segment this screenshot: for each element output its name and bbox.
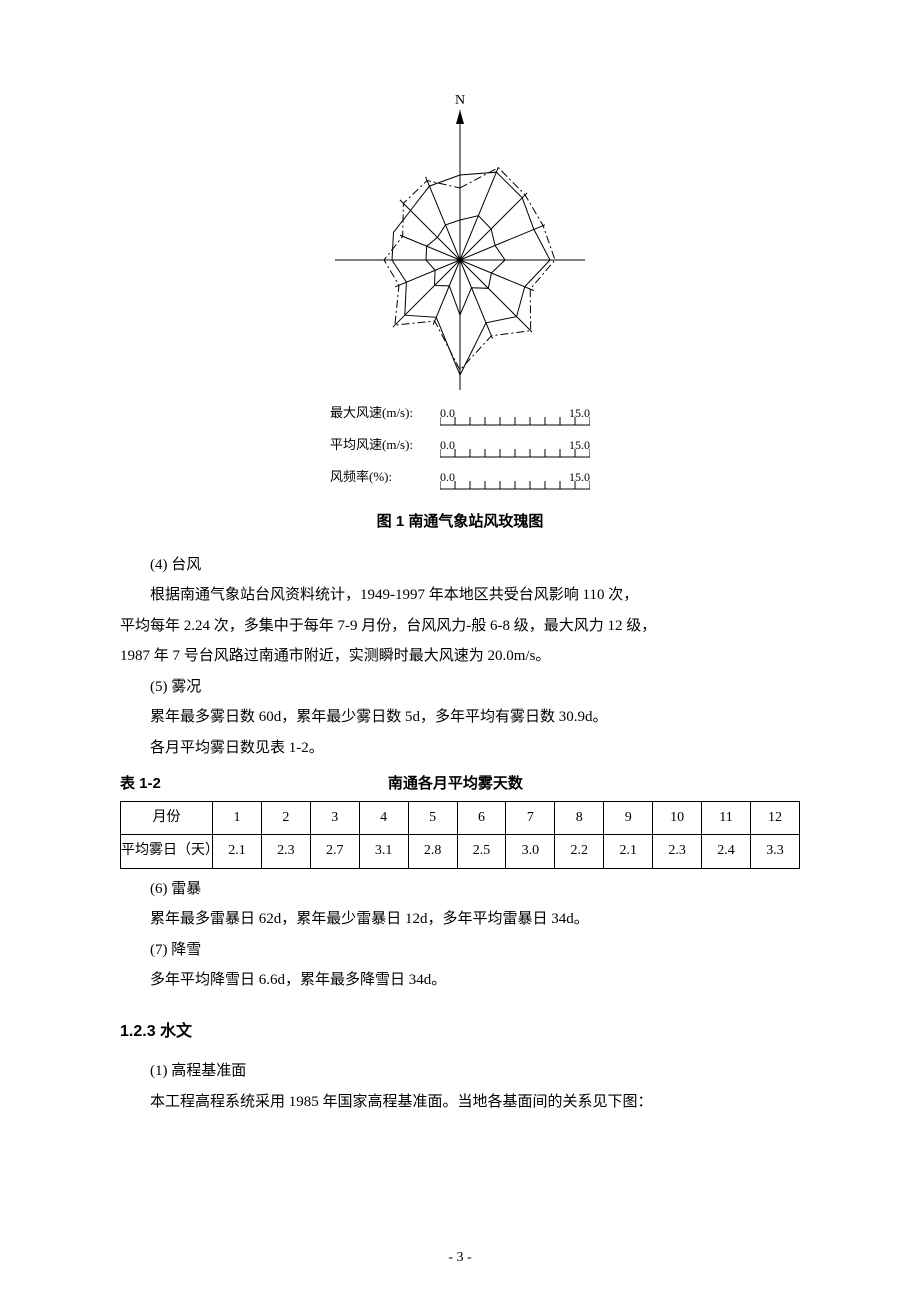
legend-row: 平均风速(m/s):0.015.0 [330, 432, 590, 460]
table-cell: 3.0 [506, 835, 555, 869]
table-cell: 2.3 [653, 835, 702, 869]
table-cell: 2.3 [261, 835, 310, 869]
p6-head: (6) 雷暴 [120, 875, 800, 904]
table-cell: 2.5 [457, 835, 506, 869]
p5-line1: 累年最多雾日数 60d，累年最少雾日数 5d，多年平均有雾日数 30.9d。 [120, 703, 800, 732]
table-cell: 1 [213, 801, 262, 835]
figure-caption: 图 1 南通气象站风玫瑰图 [120, 508, 800, 537]
table-cell: 10 [653, 801, 702, 835]
s123-p1-line1: 本工程高程系统采用 1985 年国家高程基准面。当地各基面间的关系见下图： [120, 1088, 800, 1117]
table-label: 表 1-2 [120, 770, 161, 799]
table-cell: 3.3 [750, 835, 799, 869]
table-header-cell: 月份 [121, 801, 213, 835]
legend-scale: 0.015.0 [440, 436, 590, 460]
legend-label: 最大风速(m/s): [330, 401, 440, 428]
table-cell: 6 [457, 801, 506, 835]
table-row: 平均雾日（天）2.12.32.73.12.82.53.02.22.12.32.4… [121, 835, 800, 869]
table-cell: 2.1 [604, 835, 653, 869]
p6-line1: 累年最多雷暴日 62d，累年最少雷暴日 12d，多年平均雷暴日 34d。 [120, 905, 800, 934]
svg-text:N: N [455, 93, 465, 108]
table-header-cell: 平均雾日（天） [121, 835, 213, 869]
section-1-2-3-heading: 1.2.3 水文 [120, 1017, 800, 1047]
p4-line1: 根据南通气象站台风资料统计，1949-1997 年本地区共受台风影响 110 次… [120, 581, 800, 610]
legend-label: 风频率(%): [330, 465, 440, 492]
p5-line2: 各月平均雾日数见表 1-2。 [120, 734, 800, 763]
table-cell: 2.2 [555, 835, 604, 869]
legend-row: 最大风速(m/s):0.015.0 [330, 400, 590, 428]
table-caption: 表 1-2 南通各月平均雾天数 [120, 770, 800, 799]
p4-line2: 平均每年 2.24 次，多集中于每年 7-9 月份，台风风力-般 6-8 级，最… [120, 612, 800, 641]
table-cell: 2.1 [213, 835, 262, 869]
wind-rose-svg: N [290, 90, 630, 390]
page-number: - 3 - [0, 1245, 920, 1272]
p7-head: (7) 降雪 [120, 936, 800, 965]
table-cell: 3 [310, 801, 359, 835]
table-cell: 2.7 [310, 835, 359, 869]
table-cell: 2.4 [702, 835, 751, 869]
table-cell: 12 [750, 801, 799, 835]
table-title: 南通各月平均雾天数 [161, 770, 750, 799]
legend-label: 平均风速(m/s): [330, 433, 440, 460]
table-cell: 4 [359, 801, 408, 835]
p5-head: (5) 雾况 [120, 673, 800, 702]
legend-block: 最大风速(m/s):0.015.0平均风速(m/s):0.015.0风频率(%)… [330, 400, 590, 496]
table-cell: 3.1 [359, 835, 408, 869]
p7-line1: 多年平均降雪日 6.6d，累年最多降雪日 34d。 [120, 966, 800, 995]
table-cell: 11 [702, 801, 751, 835]
table-cell: 2 [261, 801, 310, 835]
table-cell: 2.8 [408, 835, 457, 869]
table-row: 月份123456789101112 [121, 801, 800, 835]
wind-rose-figure: N 最大风速(m/s):0.015.0平均风速(m/s):0.015.0风频率(… [120, 90, 800, 537]
p4-line3: 1987 年 7 号台风路过南通市附近，实测瞬时最大风速为 20.0m/s。 [120, 642, 800, 671]
legend-scale: 0.015.0 [440, 468, 590, 492]
legend-row: 风频率(%):0.015.0 [330, 464, 590, 492]
legend-scale: 0.015.0 [440, 404, 590, 428]
fog-table: 月份123456789101112 平均雾日（天）2.12.32.73.12.8… [120, 801, 800, 869]
table-cell: 5 [408, 801, 457, 835]
table-cell: 9 [604, 801, 653, 835]
table-cell: 8 [555, 801, 604, 835]
table-cell: 7 [506, 801, 555, 835]
p4-head: (4) 台风 [120, 551, 800, 580]
s123-p1-head: (1) 高程基准面 [120, 1057, 800, 1086]
